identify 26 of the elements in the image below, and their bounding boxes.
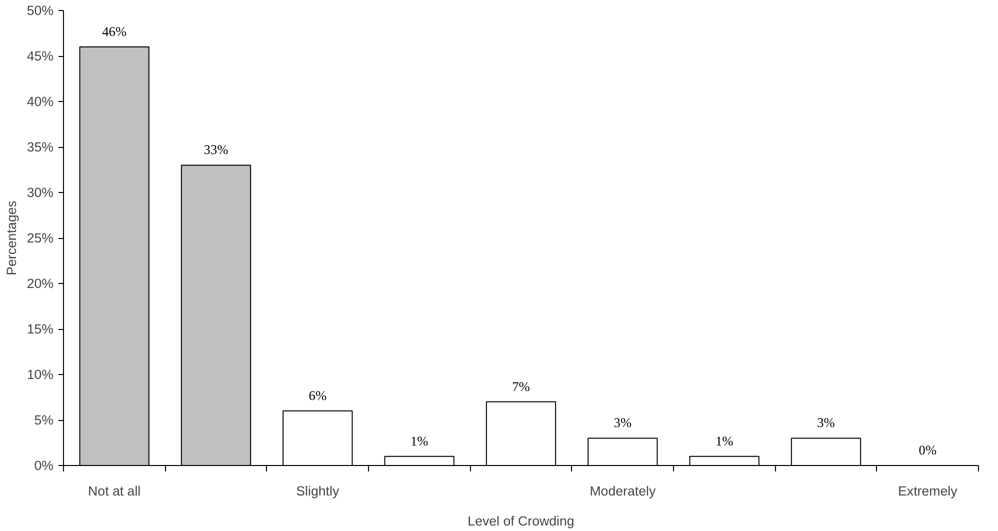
y-tick-label: 5% (34, 412, 54, 428)
y-tick-label: 45% (26, 48, 54, 64)
data-label: 46% (102, 24, 127, 39)
x-tick-label: Not at all (88, 484, 141, 498)
data-label: 7% (512, 378, 530, 394)
y-tick-label: 0% (34, 458, 54, 473)
data-label: 1% (715, 433, 734, 448)
y-tick-label: 15% (26, 322, 54, 336)
data-label: 3% (817, 415, 835, 430)
data-label: 6% (308, 388, 327, 403)
x-tick-label: Extremely (898, 484, 958, 498)
y-tick-label: 20% (26, 276, 54, 291)
y-tick-label: 10% (26, 367, 54, 382)
x-tick-label: Slightly (296, 484, 340, 498)
y-tick-label: 30% (26, 185, 54, 200)
data-label: 1% (410, 433, 428, 448)
y-tick-label: 40% (26, 94, 54, 109)
y-tick-label: 25% (26, 230, 54, 246)
y-tick-label: 50% (26, 3, 54, 18)
y-tick-label: 35% (26, 140, 54, 154)
x-tick-label: Moderately (590, 484, 656, 498)
data-label: 3% (614, 415, 632, 430)
x-axis-title: Level of Crowding (468, 514, 574, 528)
data-label: 0% (918, 442, 937, 458)
y-axis-title: Percentages (4, 200, 19, 276)
data-label: 33% (204, 142, 228, 158)
